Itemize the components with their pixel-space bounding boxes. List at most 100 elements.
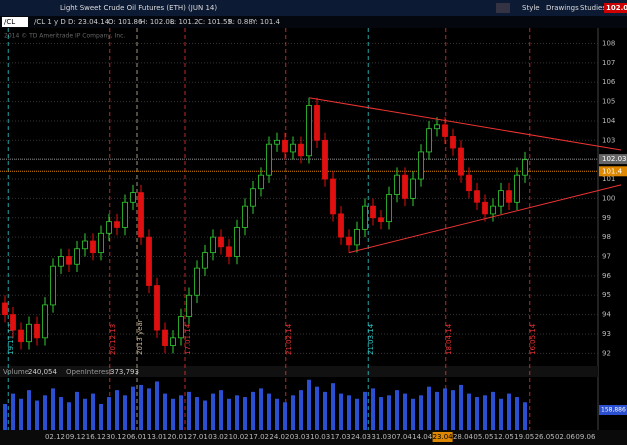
candle-body [138,192,144,238]
volume-bar [459,384,463,430]
candle-body [474,190,480,203]
volume-bar [515,397,519,430]
time-label: 06.01 [127,433,147,441]
icon[interactable] [496,3,510,13]
volume-bar [91,393,95,430]
candle-body [338,213,344,238]
info-item: R: 0.88 [228,18,253,26]
candle-body [514,174,520,203]
candle-body [74,248,80,265]
volume-bar [187,391,191,430]
time-label: 16.12 [86,433,106,441]
volume-bar [131,386,135,430]
volume-bar [123,395,127,430]
volume-box [599,405,627,415]
volume-bar [227,398,231,430]
symbol-box[interactable] [2,17,28,27]
info-bar [0,16,627,28]
volume-bar [19,398,23,430]
volume-header-item: OpenInterest [66,368,112,376]
toolbar [0,0,627,16]
candle-body [314,105,320,141]
volume-bar [179,395,183,430]
time-label: 10.03 [310,433,330,441]
y-tick-label: 94 [602,311,611,319]
volume-bar [235,395,239,430]
candle-body [506,190,512,203]
candle-body [122,201,128,228]
volume-bar [507,393,511,430]
candle-body [114,221,120,228]
volume-bar [251,391,255,430]
candle-body [154,285,160,331]
volume-bar [115,390,119,430]
volume-bar [371,388,375,430]
time-label: 12.05 [494,433,514,441]
volume-bar [211,393,215,430]
time-label: 24.02 [269,433,289,441]
volume-bar [363,391,367,430]
candle-body [482,201,488,215]
candle-body [218,236,224,248]
y-tick-label: 104 [602,117,616,125]
volume-bar [139,384,143,430]
event-label: 21.02.14 [285,323,293,355]
button[interactable]: Style [522,4,540,12]
y-tick-label: 106 [602,78,616,86]
volume-header-item: 240,054 [28,368,57,376]
info-item: L: 101.2 [170,18,199,26]
time-label: 17.03 [331,433,351,441]
volume-bar [171,398,175,430]
candle-body [426,128,432,153]
candle-body [306,105,312,157]
volume-bar [483,395,487,430]
y-tick-label: 105 [602,98,615,106]
volume-bar [411,398,415,430]
price-box [604,3,627,13]
candle-body [346,236,352,246]
volume-bar [67,402,71,430]
time-label: 31.03 [371,433,391,441]
info-item: Y: 101.4 [251,18,281,26]
volume-bar [395,390,399,430]
event-label: 21.03.14 [367,323,375,355]
volume-bar [347,395,351,430]
y-tick-label: 100 [602,194,615,202]
button[interactable]: Drawings [546,4,579,12]
time-label: 03.02 [208,433,228,441]
candle-body [450,136,456,149]
symbol[interactable]: /CL [4,18,15,26]
volume-bar [11,393,15,430]
volume-bar [275,398,279,430]
time-label: 02.06 [555,433,576,441]
time-label: 19.05 [514,433,534,441]
candle-body [322,139,328,180]
price: 102.06 [606,4,627,12]
candle-body [42,304,48,339]
time-axis [0,430,627,445]
volume-bar [435,391,439,430]
candle-body [466,174,472,192]
candle-body [10,314,16,331]
trendline [308,97,622,151]
volume-bar [307,379,311,430]
info-item: /CL 1 y D [34,18,66,26]
time-label: 17.02 [249,433,269,441]
volume-bar [443,388,447,430]
volume-bar [259,388,263,430]
volume-bar [299,390,303,430]
time-label: 02.12 [45,433,65,441]
time-label: 28.04 [453,433,474,441]
price-label: 102.03 [602,155,627,163]
candle-body [90,240,96,254]
event-label: 16.05.14 [529,323,537,355]
candle-body [234,227,240,257]
volume-bar [339,393,343,430]
info-item: O: 101.86 [108,18,143,26]
volume-bar [3,404,7,430]
button[interactable]: Studies [580,4,606,12]
candle-body [82,240,88,250]
y-tick-label: 93 [602,330,611,338]
volume-bar [195,397,199,430]
